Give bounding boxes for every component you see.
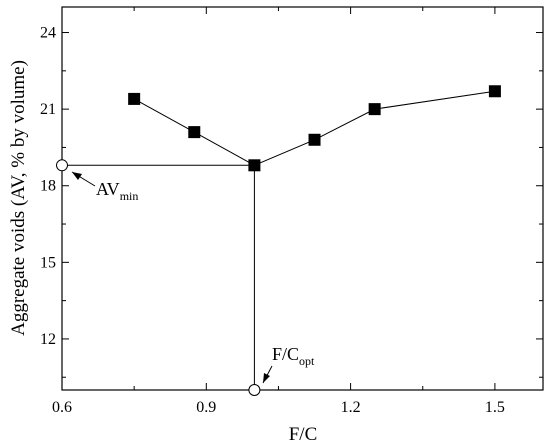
av-min-base: AV (96, 179, 120, 199)
x-tick-label: 1.2 (341, 399, 361, 416)
data-point (368, 103, 381, 116)
data-points (128, 85, 501, 172)
x-tick-label: 0.6 (52, 399, 72, 416)
data-point (188, 126, 201, 139)
y-tick-label: 21 (40, 101, 56, 118)
fc-opt-annotation: F/Copt (248, 344, 315, 396)
av-min-marker (56, 159, 68, 172)
series-polyline (133, 90, 495, 166)
fc-opt-arrowhead (263, 373, 270, 383)
data-point (128, 92, 141, 105)
data-point (248, 159, 261, 172)
y-axis-title: Aggregate voids (AV, % by volume) (8, 60, 29, 336)
x-tick-label: 1.5 (485, 399, 505, 416)
data-point (308, 133, 321, 146)
ticks (61, 7, 543, 390)
guide-lines (62, 164, 255, 390)
x-axis-title: F/C (289, 424, 318, 445)
y-tick-label: 15 (40, 254, 56, 271)
fc-opt-sub: opt (299, 354, 315, 368)
fc-opt-label: F/Copt (272, 344, 315, 368)
x-tick-label: 0.9 (196, 399, 216, 416)
y-tick-label: 18 (40, 178, 56, 195)
fc-opt-base: F/C (272, 344, 299, 364)
fc-opt-marker (248, 384, 261, 396)
plot-frame (61, 6, 544, 391)
data-point (488, 85, 501, 98)
y-tick-label: 24 (40, 25, 56, 42)
av-min-label: AVmin (96, 179, 138, 203)
av-min-annotation: AVmin (56, 159, 138, 203)
tick-labels: 0.6 0.9 1.2 1.5 12 15 18 21 24 (40, 25, 505, 416)
y-tick-label: 12 (40, 331, 56, 348)
series-line (133, 90, 495, 166)
av-min-arrowhead (72, 172, 82, 180)
av-min-sub: min (120, 189, 139, 203)
